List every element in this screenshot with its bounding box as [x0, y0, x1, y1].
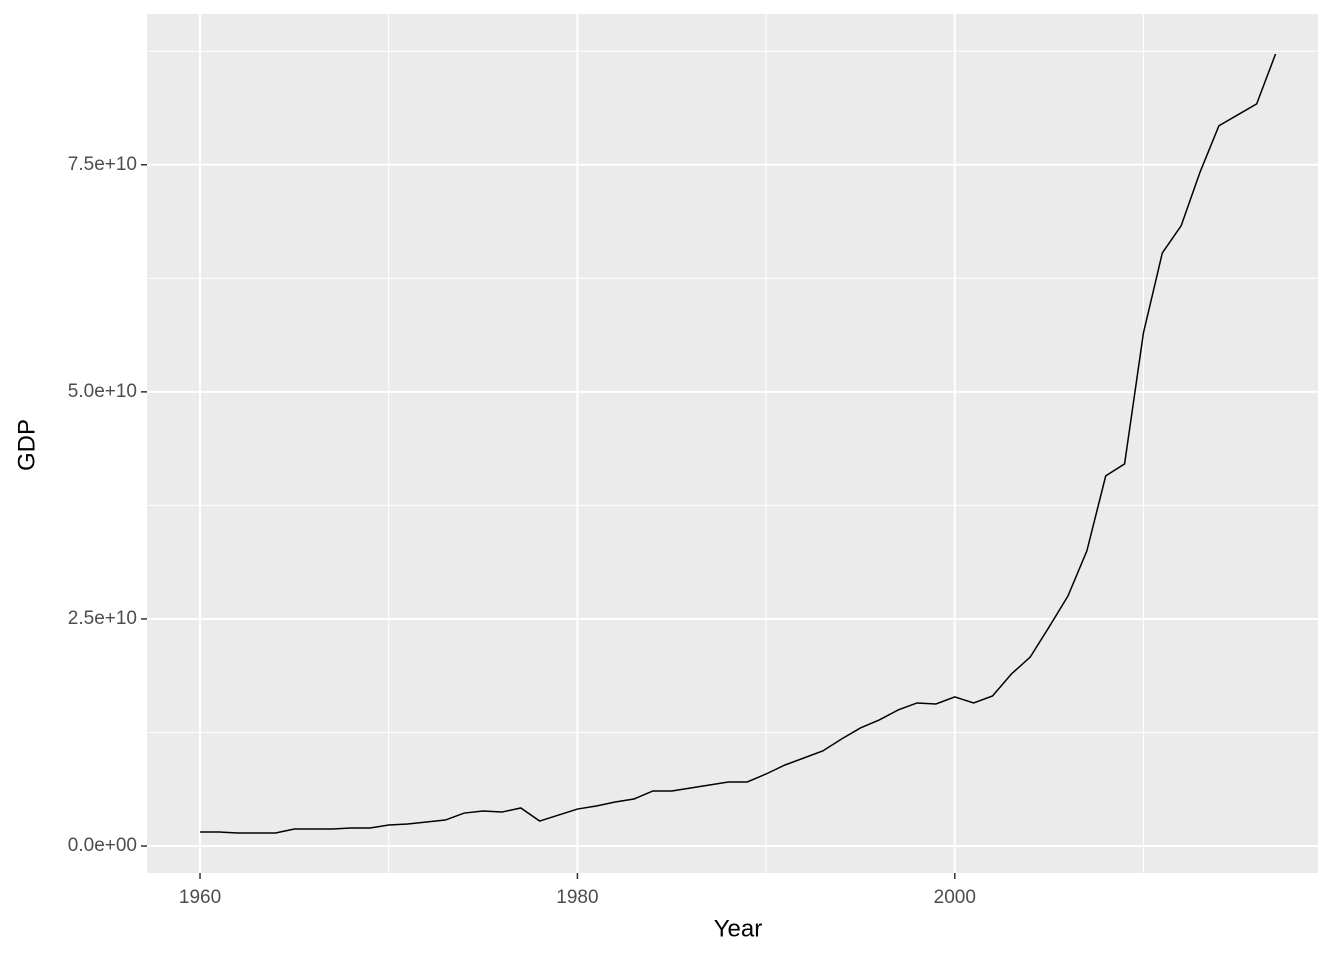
- y-tick-label: 5.0e+10: [68, 381, 137, 402]
- y-tick-label: 0.0e+00: [68, 835, 137, 856]
- data-line: [200, 53, 1277, 834]
- x-tick-label: 1960: [179, 887, 221, 908]
- x-tick-label: 1980: [556, 887, 598, 908]
- y-tick-label: 2.5e+10: [68, 608, 137, 629]
- x-axis-title: Year: [714, 915, 763, 942]
- panel: [147, 14, 1318, 873]
- y-axis-title: GDP: [13, 419, 40, 471]
- y-tick-label: 7.5e+10: [68, 154, 137, 175]
- x-tick-label: 2000: [934, 887, 976, 908]
